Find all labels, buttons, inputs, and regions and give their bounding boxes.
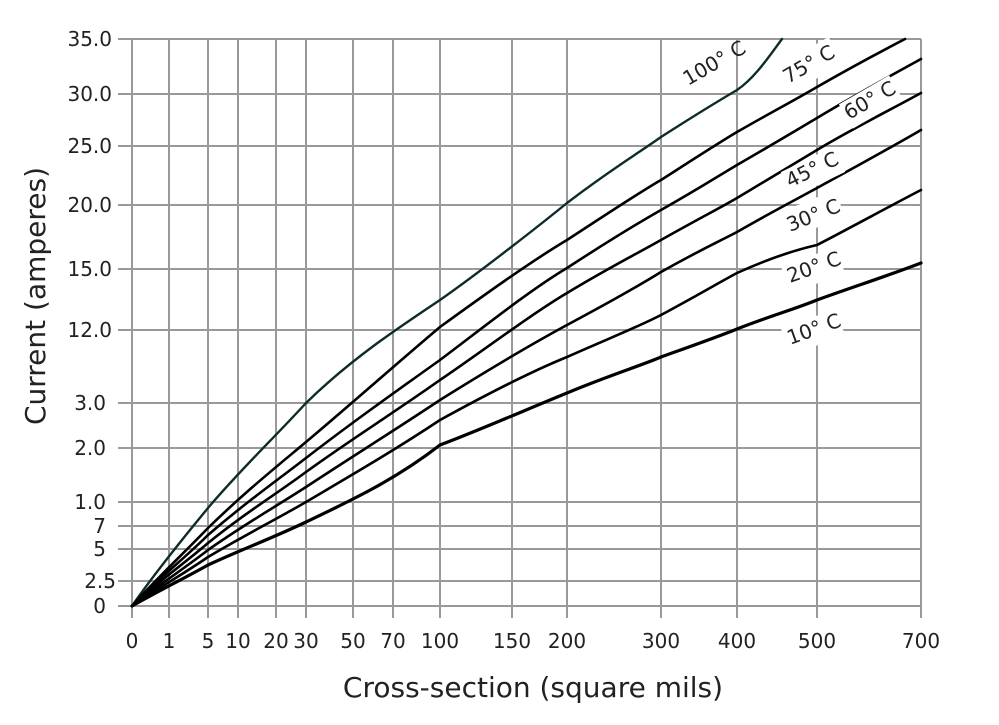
x-tick: 20: [263, 629, 288, 653]
y-tick: 2.0: [74, 436, 106, 460]
x-tick: 100: [421, 629, 459, 653]
y-tick: 35.0: [67, 27, 112, 51]
x-tick: 700: [902, 629, 940, 653]
curve-75c: [130, 37, 907, 608]
y-axis-ticks: 35.0 30.0 25.0 20.0 15.0 12.0 3.0 2.0 1.…: [67, 27, 116, 618]
y-axis-title: Current (amperes): [19, 167, 52, 425]
curve-45c: [130, 91, 923, 608]
x-tick: 10: [225, 629, 250, 653]
x-tick: 1: [163, 629, 176, 653]
y-tick: 20.0: [67, 193, 112, 217]
x-tick: 500: [798, 629, 836, 653]
y-tick: 1.0: [74, 490, 106, 514]
curves: [130, 37, 923, 608]
y-tick: 2.5: [84, 569, 116, 593]
x-axis-title: Cross-section (square mils): [343, 671, 723, 704]
y-tick: 5: [93, 537, 106, 561]
x-tick: 50: [340, 629, 365, 653]
y-tick: 30.0: [67, 82, 112, 106]
curve-100c: [130, 37, 784, 608]
x-axis-ticks: 0 1 5 10 20 30 50 70 100 150 200 300 400…: [126, 629, 940, 653]
y-tick: 7: [93, 514, 106, 538]
y-tick: 3.0: [74, 391, 106, 415]
x-tick: 400: [718, 629, 756, 653]
y-tick: 0: [93, 594, 106, 618]
curve-20c: [130, 188, 923, 608]
x-tick: 150: [493, 629, 531, 653]
x-tick: 30: [293, 629, 318, 653]
label-100c: 100° C: [679, 35, 750, 90]
x-tick: 0: [126, 629, 139, 653]
y-tick: 12.0: [67, 318, 112, 342]
curve-60c: [130, 57, 923, 608]
curve-labels: 100° C 75° C 60° C 45° C 30° C 20° C 10°…: [679, 35, 904, 356]
x-tick: 200: [548, 629, 586, 653]
x-tick: 70: [380, 629, 405, 653]
x-tick: 5: [202, 629, 215, 653]
curve-10c: [130, 261, 923, 608]
y-tick: 25.0: [67, 134, 112, 158]
curve-30c: [130, 128, 923, 608]
x-tick: 300: [642, 629, 680, 653]
y-tick: 15.0: [67, 257, 112, 281]
